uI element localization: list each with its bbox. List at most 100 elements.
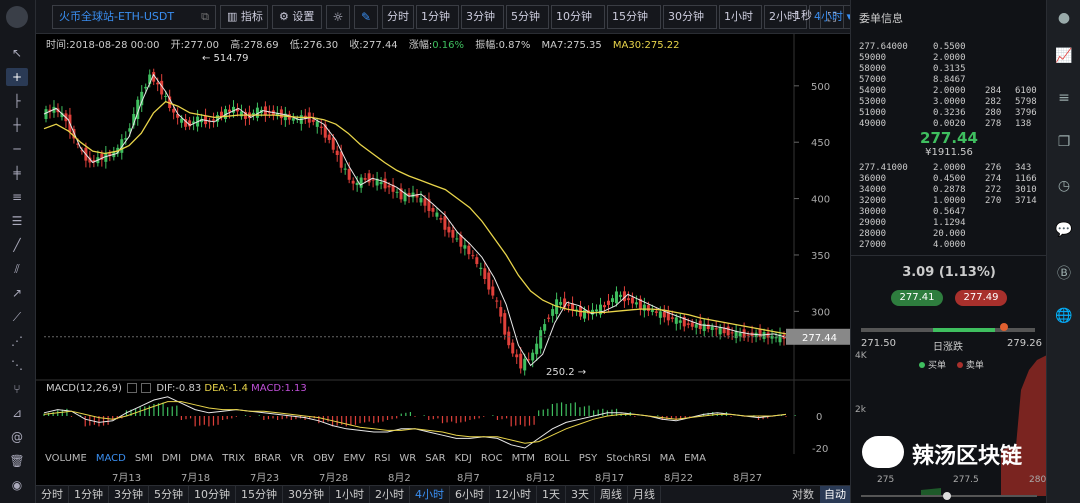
bottom-interval-tab[interactable]: 分时 bbox=[36, 486, 69, 503]
order-book-row[interactable]: 57000 8.8467 bbox=[859, 75, 1045, 86]
bottom-interval-tab[interactable]: 1分钟 bbox=[69, 486, 109, 503]
order-book-row[interactable]: 29000 1.1294 bbox=[859, 218, 1045, 229]
list-icon[interactable]: ≡ bbox=[1058, 90, 1070, 106]
clock-icon[interactable]: ◷ bbox=[1057, 178, 1071, 194]
chart-canvas[interactable]: 500 450 400 350 300 ← 514.79 250.2 → 277.44 0 -20 bbox=[36, 34, 850, 470]
copy-window-icon[interactable]: ❐ bbox=[1057, 134, 1071, 150]
cursor-arrow-icon[interactable]: ↖ bbox=[11, 46, 23, 60]
bottom-interval-tab[interactable]: 5分钟 bbox=[149, 486, 189, 503]
price-channel-icon[interactable]: ≡ bbox=[11, 190, 23, 204]
bottom-interval-tab[interactable]: 3分钟 bbox=[109, 486, 149, 503]
bottom-interval-tab[interactable]: 1小时 bbox=[330, 486, 370, 503]
theme-sun-icon[interactable]: ☼ bbox=[326, 5, 350, 29]
indicator-tab[interactable]: DMA bbox=[190, 453, 214, 464]
best-ask-button[interactable]: 277.49 bbox=[955, 290, 1007, 306]
order-book-row[interactable]: 59000 2.0000 bbox=[859, 53, 1045, 64]
settings-button[interactable]: ⚙ 设置 bbox=[272, 5, 322, 29]
order-book-row[interactable]: 51000 0.3236 280 3796 bbox=[859, 108, 1045, 119]
indicator-tab[interactable]: BRAR bbox=[254, 453, 282, 464]
bottom-interval-tab[interactable]: 12小时 bbox=[490, 486, 537, 503]
order-book-row[interactable]: 27000 4.0000 bbox=[859, 240, 1045, 251]
bottom-interval-tab[interactable]: 月线 bbox=[628, 486, 661, 503]
indicator-tab[interactable]: RSI bbox=[374, 453, 391, 464]
kline-chart[interactable]: 500 450 400 350 300 ← 514.79 250.2 → 277.44 0 -20… bbox=[36, 34, 850, 470]
bottom-interval-tab[interactable]: 1天 bbox=[537, 486, 566, 503]
ray-line-icon[interactable]: ⟋ bbox=[12, 310, 22, 324]
indicator-tab[interactable]: MTM bbox=[511, 453, 535, 464]
interval-tab[interactable]: 15分钟 bbox=[607, 5, 661, 29]
draw-pencil-icon[interactable]: ✎ bbox=[354, 5, 378, 29]
indicator-tab[interactable]: VOLUME bbox=[45, 453, 87, 464]
order-book-row[interactable]: 54000 2.0000 284 6100 bbox=[859, 86, 1045, 97]
indicator-tab[interactable]: EMV bbox=[343, 453, 366, 464]
indicator-tab[interactable]: VR bbox=[290, 453, 305, 464]
interval-tab[interactable]: 30分钟 bbox=[663, 5, 717, 29]
arrow-line-icon[interactable]: ↗ bbox=[11, 286, 23, 300]
bottom-interval-tab[interactable]: 2小时 bbox=[370, 486, 410, 503]
gann-fan-icon[interactable]: ⋱ bbox=[11, 358, 23, 372]
bottom-interval-tab[interactable]: 15分钟 bbox=[236, 486, 283, 503]
bottom-interval-tab[interactable]: 6小时 bbox=[450, 486, 490, 503]
symbol-selector[interactable]: 火币全球站-ETH-USDT ⧉ bbox=[52, 5, 216, 29]
best-bid-button[interactable]: 277.41 bbox=[891, 290, 943, 306]
bitcoin-icon[interactable]: Ⓑ bbox=[1057, 266, 1071, 282]
user-avatar-icon[interactable]: ● bbox=[1057, 10, 1071, 26]
interval-tab[interactable]: 5分钟 bbox=[506, 5, 549, 29]
bottom-interval-tab[interactable]: 4小时 bbox=[410, 486, 450, 503]
indicator-tab[interactable]: SAR bbox=[425, 453, 446, 464]
order-book-row[interactable]: 277.41000 2.0000 276 343 bbox=[859, 163, 1045, 174]
bottom-interval-tab[interactable]: 周线 bbox=[595, 486, 628, 503]
bottom-interval-tab[interactable]: 10分钟 bbox=[189, 486, 236, 503]
order-book-row[interactable]: 36000 0.4500 274 1166 bbox=[859, 174, 1045, 185]
pitchfork-icon[interactable]: ⑂ bbox=[13, 382, 21, 396]
order-book-row[interactable]: 30000 0.5647 bbox=[859, 207, 1045, 218]
interval-tab[interactable]: 1小时 bbox=[719, 5, 762, 29]
order-book-row[interactable]: 58000 0.3135 bbox=[859, 64, 1045, 75]
indicator-tab[interactable]: OBV bbox=[313, 453, 335, 464]
indicator-tab[interactable]: MA bbox=[659, 453, 676, 464]
vertical-line-icon[interactable]: ├ bbox=[13, 94, 21, 108]
interval-tab[interactable]: 3分钟 bbox=[461, 5, 504, 29]
macd-settings-box[interactable] bbox=[127, 383, 138, 393]
indicator-tab[interactable]: DMI bbox=[161, 453, 182, 464]
indicator-tab[interactable]: SMI bbox=[134, 453, 153, 464]
speed-lines-icon[interactable]: ⊿ bbox=[11, 406, 23, 420]
order-book-row[interactable]: 28000 20.000 bbox=[859, 229, 1045, 240]
delete-icon[interactable]: 🗑 bbox=[9, 454, 25, 468]
order-book-row[interactable]: 53000 3.0000 282 5798 bbox=[859, 97, 1045, 108]
fib-fan-icon[interactable]: ⋰ bbox=[11, 334, 23, 348]
visibility-eye-icon[interactable]: ◉ bbox=[11, 478, 23, 492]
refresh-rate[interactable]: 1秒 bbox=[794, 9, 812, 22]
interval-tab[interactable]: 2小时 bbox=[764, 5, 807, 29]
indicator-tab[interactable]: MACD bbox=[95, 453, 126, 464]
interval-tab[interactable]: 1分钟 bbox=[416, 5, 459, 29]
macd-close-box[interactable] bbox=[141, 383, 152, 393]
indicator-tab[interactable]: StochRSI bbox=[606, 453, 651, 464]
horizontal-ray-icon[interactable]: ┼ bbox=[13, 118, 21, 132]
order-book-row[interactable]: 32000 1.0000 270 3714 bbox=[859, 196, 1045, 207]
auto-scale-toggle[interactable]: 自动 bbox=[820, 486, 850, 503]
interval-tab[interactable]: 分时 bbox=[382, 5, 414, 29]
indicator-tab[interactable]: ROC bbox=[480, 453, 503, 464]
interval-tab[interactable]: 10分钟 bbox=[551, 5, 605, 29]
log-scale-toggle[interactable]: 对数 bbox=[792, 488, 814, 501]
indicator-tab[interactable]: BOLL bbox=[544, 453, 570, 464]
chart-trend-icon[interactable]: 📈 bbox=[1055, 48, 1073, 64]
indicator-tab[interactable]: WR bbox=[399, 453, 417, 464]
fib-spiral-icon[interactable]: @ bbox=[11, 430, 23, 444]
fullscreen-icon[interactable]: ⛶ bbox=[820, 5, 844, 29]
horizontal-line-icon[interactable]: ─ bbox=[13, 142, 21, 156]
order-book-row[interactable]: 277.64000 0.5500 bbox=[859, 42, 1045, 53]
indicator-tab[interactable]: PSY bbox=[578, 453, 598, 464]
globe-icon[interactable]: 🌐 bbox=[1055, 308, 1073, 324]
parallel-lines-icon[interactable]: ☰ bbox=[11, 214, 23, 228]
order-book-row[interactable]: 49000 0.0020 278 138 bbox=[859, 119, 1045, 130]
trend-channel-icon[interactable]: ⫽ bbox=[14, 262, 20, 276]
bottom-interval-tab[interactable]: 3天 bbox=[566, 486, 595, 503]
indicator-button[interactable]: ▥ 指标 bbox=[220, 5, 268, 29]
indicator-tab[interactable]: TRIX bbox=[222, 453, 246, 464]
bottom-interval-tab[interactable]: 30分钟 bbox=[283, 486, 330, 503]
chat-icon[interactable]: 💬 bbox=[1055, 222, 1073, 238]
crosshair-icon[interactable]: + bbox=[6, 68, 28, 86]
order-book-row[interactable]: 34000 0.2878 272 3010 bbox=[859, 185, 1045, 196]
